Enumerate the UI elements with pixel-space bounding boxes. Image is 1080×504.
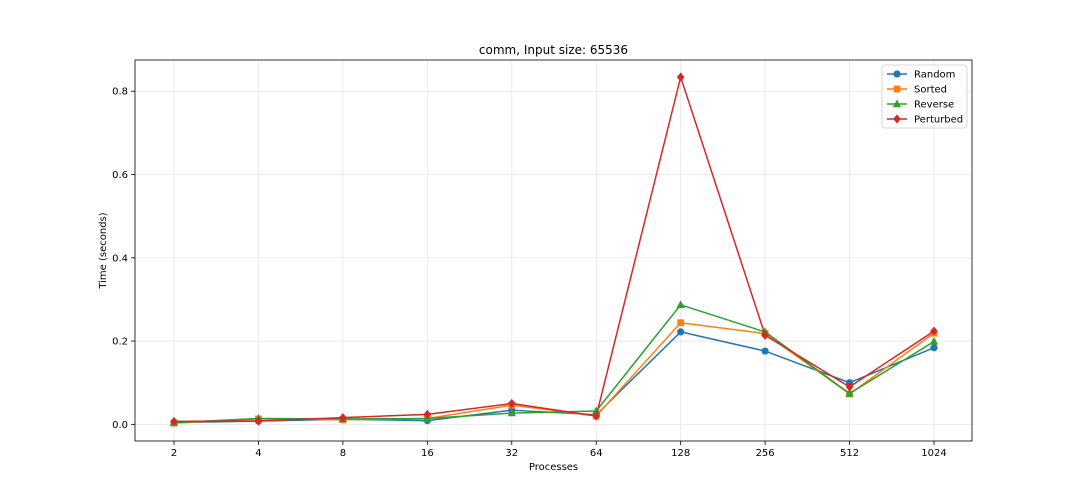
grid [135, 60, 972, 441]
x-axis-label: Processes [529, 462, 578, 473]
data-point-perturbed [592, 411, 601, 421]
x-tick-label: 512 [840, 448, 859, 459]
x-tick-label: 128 [671, 448, 690, 459]
legend-marker-reverse [892, 99, 902, 108]
data-point-random [761, 347, 769, 355]
legend-marker-sorted [893, 85, 901, 93]
data-point-perturbed [170, 416, 178, 427]
data-point-reverse [676, 300, 685, 309]
legend-label-random: Random [914, 70, 955, 81]
data-point-perturbed [676, 72, 685, 82]
x-tick-label: 16 [421, 448, 434, 459]
y-tick-label: 0.0 [112, 420, 128, 431]
y-axis-ticks: 0.0 0.2 0.4 0.6 0.8 [112, 87, 135, 431]
legend-label-perturbed: Perturbed [914, 115, 963, 126]
data-point-reverse [845, 389, 854, 397]
y-tick-label: 0.4 [112, 253, 128, 264]
data-point-perturbed [761, 330, 769, 340]
data-point-random [930, 344, 938, 352]
legend-box [881, 64, 968, 129]
legend-label-reverse: Reverse [914, 100, 954, 111]
y-tick-label: 0.6 [112, 170, 128, 181]
plot-frame [134, 59, 973, 442]
y-tick-label: 0.8 [112, 87, 128, 98]
x-tick-label: 256 [756, 448, 775, 459]
x-tick-label: 8 [340, 448, 346, 459]
data-point-perturbed [254, 416, 263, 426]
x-tick-label: 32 [505, 448, 518, 459]
data-point-reverse [592, 406, 601, 415]
data-point-reverse [507, 408, 516, 417]
y-axis-label: Time (seconds) [98, 212, 109, 289]
legend-marker-perturbed [893, 114, 901, 124]
x-tick-label: 1024 [921, 448, 946, 459]
series-lines [169, 72, 939, 427]
x-axis-ticks: 2 4 8 16 32 64 128 256 512 1024 [171, 441, 947, 459]
legend-label-sorted: Sorted [914, 85, 947, 96]
data-point-perturbed [845, 382, 854, 392]
series-perturbed [170, 72, 938, 427]
data-point-perturbed [507, 398, 516, 409]
data-point-perturbed [339, 413, 347, 423]
series-line-perturbed [173, 76, 935, 423]
data-point-reverse [929, 336, 939, 345]
data-point-sorted [677, 319, 685, 327]
data-point-perturbed [930, 326, 938, 336]
x-tick-label: 4 [255, 448, 261, 459]
chart-title: comm, Input size: 65536 [479, 43, 628, 57]
data-point-random [677, 328, 685, 336]
x-tick-label: 2 [171, 448, 177, 459]
data-point-perturbed [423, 409, 432, 419]
x-tick-label: 64 [590, 448, 603, 459]
legend: Random Sorted Reverse Perturbed [881, 64, 968, 129]
legend-marker-random [893, 70, 901, 78]
y-tick-label: 0.2 [112, 337, 128, 348]
